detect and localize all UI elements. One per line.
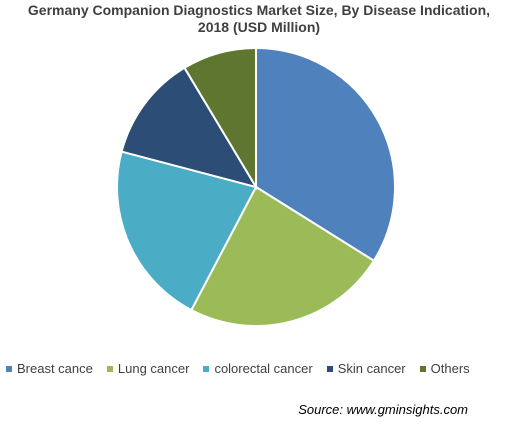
pie-slice-breast-cance — [255, 46, 396, 263]
legend-label-colorectal-cancer: colorectal cancer — [214, 361, 313, 376]
pie-slice-colorectal-cancer — [116, 150, 258, 312]
chart-title-line-1: Germany Companion Diagnostics Market Siz… — [27, 2, 491, 18]
legend-item-breast-cance: Breast cance — [6, 361, 93, 376]
chart-title-line-2: 2018 (USD Million) — [197, 19, 321, 35]
legend-label-others: Others — [430, 361, 470, 376]
legend-item-lung-cancer: Lung cancer — [106, 361, 190, 376]
chart-title: Germany Companion Diagnostics Market Siz… — [0, 2, 518, 36]
legend-item-colorectal-cancer: colorectal cancer — [203, 361, 313, 376]
pie-slice-skin-cancer — [120, 66, 259, 189]
legend-label-lung-cancer: Lung cancer — [117, 361, 190, 376]
pie-slice-lung-cancer — [189, 185, 376, 327]
legend-item-others: Others — [419, 361, 470, 376]
pie-slice-others — [183, 46, 257, 191]
legend-swatch-others — [419, 365, 426, 372]
legend-item-skin-cancer: Skin cancer — [326, 361, 406, 376]
pie-chart — [116, 46, 396, 327]
legend-label-breast-cance: Breast cance — [17, 361, 93, 376]
legend-swatch-skin-cancer — [326, 365, 333, 372]
legend-swatch-lung-cancer — [106, 365, 113, 372]
legend-label-skin-cancer: Skin cancer — [337, 361, 406, 376]
source-note: Source: www.gminsights.com — [298, 402, 468, 417]
legend-swatch-colorectal-cancer — [203, 365, 210, 372]
legend-swatch-breast-cance — [6, 365, 12, 372]
legend: Breast cance Lung cancer colorectal cancer… — [6, 361, 516, 376]
